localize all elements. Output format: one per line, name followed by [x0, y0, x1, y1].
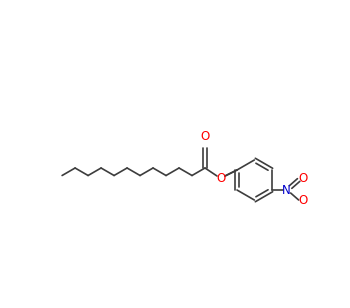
Text: O: O — [298, 172, 307, 185]
Text: O: O — [216, 172, 226, 184]
Text: O: O — [298, 194, 307, 208]
Text: O: O — [200, 130, 210, 143]
Text: N: N — [282, 184, 291, 197]
